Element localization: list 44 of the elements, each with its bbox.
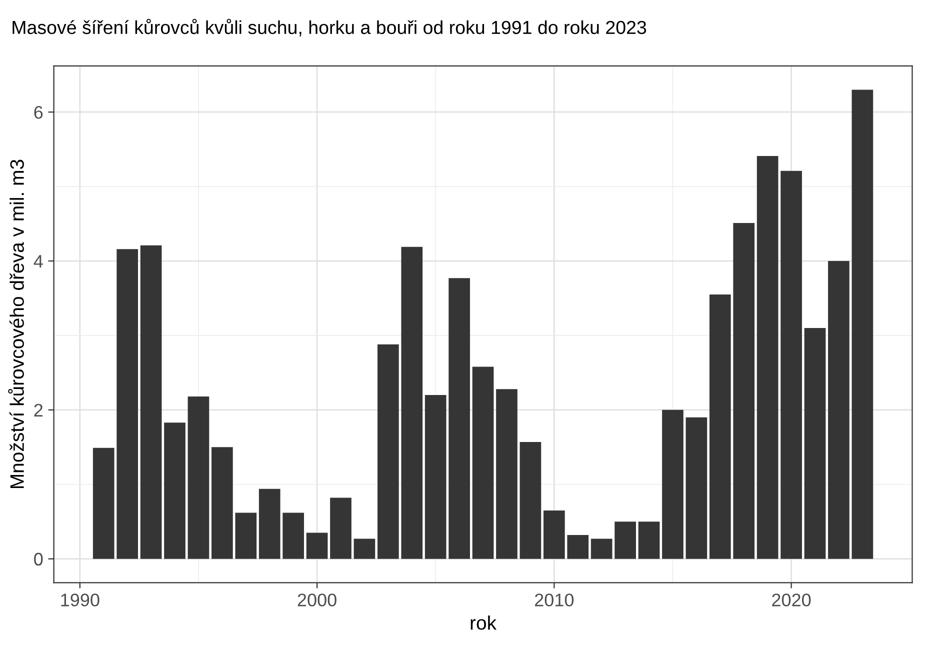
bar bbox=[756, 156, 778, 559]
bar bbox=[212, 447, 233, 559]
x-tick-label: 2020 bbox=[772, 594, 811, 606]
bar bbox=[662, 410, 684, 559]
bar bbox=[258, 488, 280, 559]
bar bbox=[188, 396, 210, 559]
bar bbox=[354, 538, 376, 559]
bar bbox=[543, 510, 565, 559]
bar bbox=[496, 389, 518, 559]
y-tick-label: 2 bbox=[34, 404, 42, 416]
bar bbox=[852, 90, 874, 559]
bar bbox=[780, 170, 802, 559]
bar bbox=[424, 395, 446, 559]
chart-title: Masové šíření kůrovců kvůli suchu, horku a bouři od roku 1991 do roku 2023 bbox=[12, 18, 646, 36]
bar bbox=[567, 535, 589, 559]
bar bbox=[378, 344, 399, 559]
x-tick-label: 1990 bbox=[61, 594, 100, 606]
bar bbox=[140, 245, 162, 559]
bar bbox=[282, 512, 304, 559]
y-tick-label: 6 bbox=[34, 106, 43, 119]
bar bbox=[116, 249, 138, 559]
bar bbox=[590, 538, 612, 559]
y-tick-label: 4 bbox=[34, 255, 43, 268]
bar bbox=[164, 422, 186, 559]
bar bbox=[401, 246, 423, 559]
bar bbox=[733, 223, 755, 559]
bar bbox=[92, 448, 114, 559]
x-axis-title: rok bbox=[470, 615, 497, 630]
bar bbox=[638, 522, 660, 559]
bar bbox=[448, 278, 470, 559]
bar bbox=[520, 442, 542, 559]
bar bbox=[686, 417, 708, 559]
y-axis-title: Množství kůrovcového dřeva v mil. m3 bbox=[8, 160, 24, 488]
bar bbox=[472, 366, 494, 559]
y-tick-label: 0 bbox=[34, 552, 43, 566]
x-tick-label: 2010 bbox=[534, 594, 574, 606]
bar bbox=[828, 260, 850, 559]
bar bbox=[614, 522, 636, 559]
bar bbox=[709, 294, 731, 559]
x-tick-label: 2000 bbox=[298, 594, 336, 606]
bar bbox=[330, 498, 352, 559]
bar bbox=[804, 328, 826, 559]
bar bbox=[306, 532, 328, 559]
bar bbox=[235, 512, 257, 559]
